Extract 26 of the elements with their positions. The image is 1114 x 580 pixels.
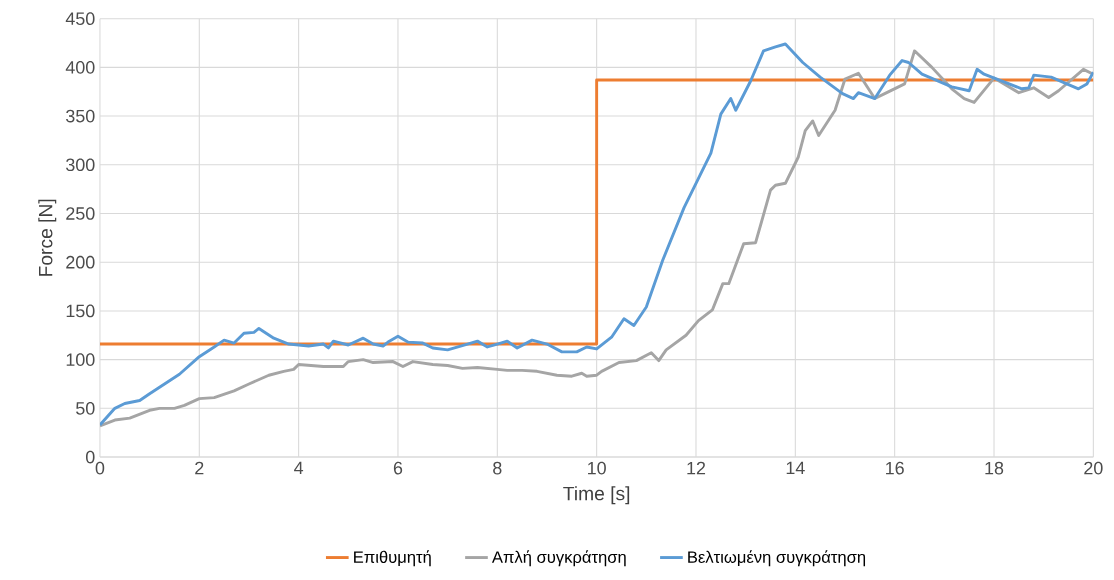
x-tick-label: 16 bbox=[886, 461, 904, 475]
y-tick-label: 150 bbox=[66, 304, 95, 318]
x-tick-label: 18 bbox=[985, 461, 1004, 475]
x-tick-label: 6 bbox=[393, 461, 403, 475]
legend-label: Επιθυμητή bbox=[354, 550, 431, 567]
x-axis-title: Time [s] bbox=[563, 486, 630, 505]
x-tick-label: 4 bbox=[294, 461, 304, 475]
x-tick-label: 0 bbox=[95, 461, 105, 475]
y-tick-label: 0 bbox=[86, 450, 95, 464]
y-tick-label: 50 bbox=[76, 402, 95, 415]
y-tick-label: 400 bbox=[65, 61, 95, 74]
x-tick-label: 10 bbox=[588, 461, 606, 475]
x-tick-label: 8 bbox=[493, 461, 502, 475]
y-tick-label: 250 bbox=[66, 207, 95, 221]
x-tick-label: 2 bbox=[195, 461, 204, 475]
x-tick-label: 12 bbox=[687, 461, 706, 475]
y-axis-title: Force [N] bbox=[38, 199, 57, 277]
y-tick-label: 350 bbox=[66, 109, 95, 123]
y-tick-label: 300 bbox=[66, 158, 95, 172]
y-tick-label: 200 bbox=[66, 256, 95, 269]
x-tick-label: 20 bbox=[1084, 461, 1103, 475]
y-tick-label: 100 bbox=[66, 353, 95, 367]
x-tick-label: 14 bbox=[786, 461, 805, 475]
legend-label: Απλή συγκράτηση bbox=[491, 550, 626, 567]
legend-label: Βελτιωμένη συγκράτηση bbox=[688, 550, 866, 567]
y-tick-label: 450 bbox=[65, 12, 95, 26]
